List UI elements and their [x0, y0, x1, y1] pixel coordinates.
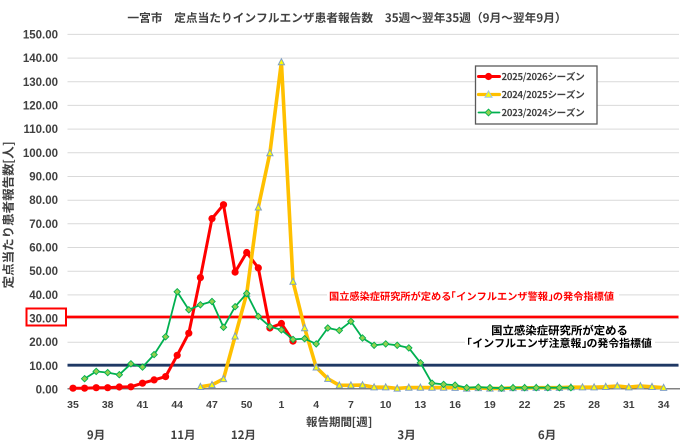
svg-text:130.00: 130.00: [23, 77, 58, 89]
svg-text:50.00: 50.00: [29, 266, 58, 278]
svg-text:22: 22: [519, 399, 531, 411]
svg-text:70.00: 70.00: [29, 219, 58, 231]
svg-text:20.00: 20.00: [29, 337, 58, 349]
svg-text:140.00: 140.00: [23, 53, 58, 65]
svg-text:150.00: 150.00: [23, 29, 58, 41]
svg-text:38: 38: [102, 399, 114, 411]
svg-text:19: 19: [484, 399, 496, 411]
svg-text:90.00: 90.00: [29, 172, 58, 184]
svg-text:0.00: 0.00: [36, 385, 58, 397]
svg-text:30.00: 30.00: [29, 314, 58, 326]
svg-text:25: 25: [554, 399, 566, 411]
svg-text:31: 31: [623, 399, 635, 411]
svg-text:47: 47: [206, 399, 218, 411]
svg-text:7: 7: [348, 399, 354, 411]
svg-text:44: 44: [171, 399, 183, 411]
svg-text:50: 50: [241, 399, 253, 411]
svg-text:35: 35: [67, 399, 79, 411]
svg-text:40.00: 40.00: [29, 290, 58, 302]
svg-text:1: 1: [278, 399, 284, 411]
svg-text:4: 4: [313, 399, 319, 411]
svg-text:60.00: 60.00: [29, 243, 58, 255]
svg-text:41: 41: [137, 399, 149, 411]
svg-text:10: 10: [380, 399, 392, 411]
svg-text:28: 28: [588, 399, 600, 411]
svg-text:10.00: 10.00: [29, 361, 58, 373]
svg-text:100.00: 100.00: [23, 148, 58, 160]
svg-text:110.00: 110.00: [23, 124, 58, 136]
svg-text:120.00: 120.00: [23, 100, 58, 112]
svg-text:13: 13: [415, 399, 427, 411]
svg-text:34: 34: [658, 399, 670, 411]
svg-text:16: 16: [449, 399, 461, 411]
svg-text:80.00: 80.00: [29, 195, 58, 207]
